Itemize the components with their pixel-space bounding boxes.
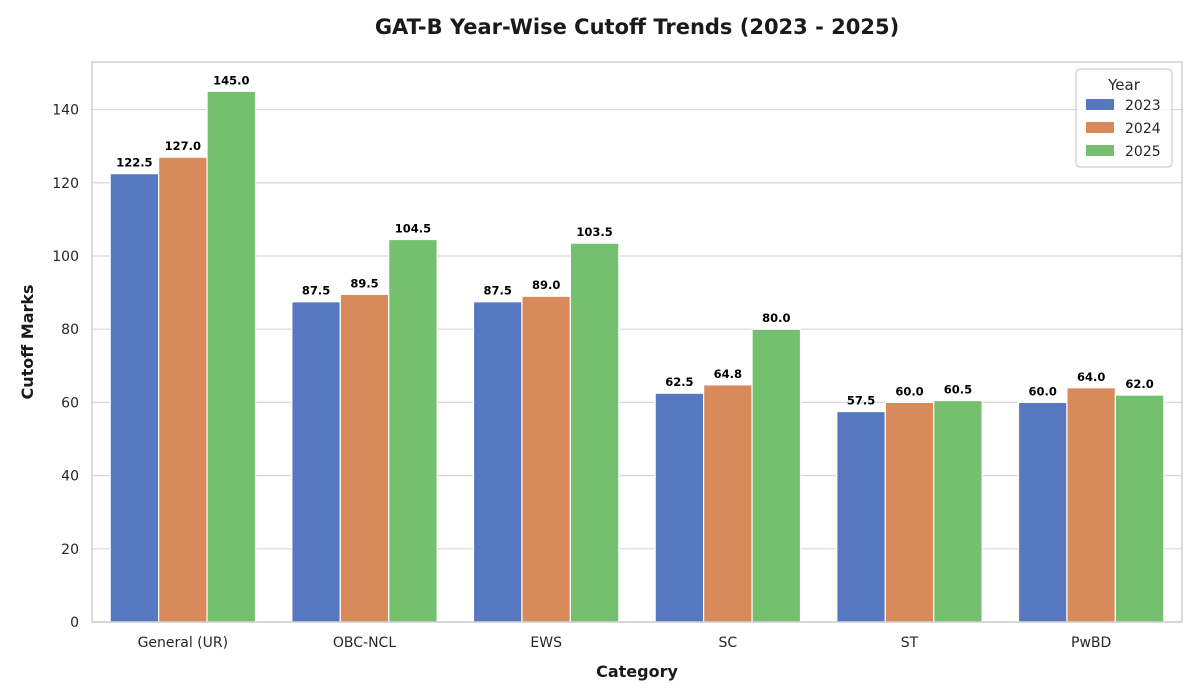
bar-2024 xyxy=(158,156,208,623)
bar-2025 xyxy=(1114,394,1165,623)
data-label: 87.5 xyxy=(302,284,330,298)
bar-2025 xyxy=(388,238,438,623)
bar-2023 xyxy=(1017,401,1068,623)
bar-2023 xyxy=(472,301,523,623)
legend-title: Year xyxy=(1107,76,1141,94)
x-tick-label: OBC-NCL xyxy=(333,635,396,651)
data-label: 104.5 xyxy=(395,222,431,236)
x-tick-label: SC xyxy=(718,635,737,651)
bar-2025 xyxy=(933,399,983,623)
data-label: 62.0 xyxy=(1125,377,1153,391)
data-label: 60.0 xyxy=(895,384,923,398)
bar-2024 xyxy=(521,295,571,623)
bar-2023 xyxy=(291,301,341,623)
y-tick-label: 60 xyxy=(61,395,79,411)
plot-area xyxy=(92,62,1182,622)
legend-swatch-2025 xyxy=(1086,145,1114,156)
y-tick-label: 120 xyxy=(52,176,79,192)
x-axis-title: Category xyxy=(596,662,678,681)
legend-swatch-2023 xyxy=(1086,99,1114,110)
bar-2024 xyxy=(1066,387,1116,623)
legend-swatch-2024 xyxy=(1086,122,1114,133)
bar-2025 xyxy=(206,90,257,623)
data-label: 64.8 xyxy=(714,367,742,381)
data-label: 57.5 xyxy=(847,394,875,408)
legend: Year 2023 2024 2025 xyxy=(1075,68,1173,168)
x-tick-label: ST xyxy=(901,635,919,651)
legend-label-2024: 2024 xyxy=(1125,121,1161,137)
y-tick-label: 100 xyxy=(52,249,79,265)
x-tick-label: EWS xyxy=(530,635,562,651)
data-label: 103.5 xyxy=(576,225,612,239)
axis-layer: 0 20 40 60 80 100 120 140 General (UR) OBC-NCL EWS… xyxy=(52,61,1183,651)
bar-2024 xyxy=(339,293,390,623)
legend-label-2023: 2023 xyxy=(1125,98,1161,114)
bar-2025 xyxy=(569,242,620,623)
data-label: 87.5 xyxy=(484,284,512,298)
plot-frame xyxy=(91,61,1183,623)
legend-box xyxy=(1075,68,1173,168)
data-label: 80.0 xyxy=(762,311,790,325)
bar-2023 xyxy=(109,173,160,623)
bar-2024 xyxy=(703,384,753,623)
data-label: 64.0 xyxy=(1077,370,1105,384)
y-tick-label: 20 xyxy=(61,542,79,558)
data-label: 89.0 xyxy=(532,278,560,292)
data-label: 127.0 xyxy=(165,139,201,153)
y-tick-label: 80 xyxy=(61,322,79,338)
y-tick-label: 40 xyxy=(61,469,79,485)
data-label: 60.0 xyxy=(1029,384,1057,398)
data-label: 89.5 xyxy=(350,276,378,290)
x-tick-label: PwBD xyxy=(1071,635,1111,651)
y-axis-title: Cutoff Marks xyxy=(18,284,37,399)
y-tick-label: 140 xyxy=(52,103,79,119)
bar-2023 xyxy=(836,410,886,623)
x-tick-label: General (UR) xyxy=(138,635,229,651)
data-label: 145.0 xyxy=(213,73,249,87)
y-tick-label: 0 xyxy=(70,615,79,631)
grid-layer xyxy=(92,62,1182,623)
data-label: 60.5 xyxy=(944,383,972,397)
legend-label-2025: 2025 xyxy=(1125,144,1161,160)
data-label: 122.5 xyxy=(116,156,152,170)
bar-2025 xyxy=(751,328,802,623)
data-labels-layer: 122.5 127.0 145.0 87.5 89.5 104.5 87.5 89.0 103.… xyxy=(116,73,1154,407)
bar-2024 xyxy=(884,401,935,623)
bar-2023 xyxy=(654,392,705,623)
data-label: 62.5 xyxy=(665,375,693,389)
bars-layer xyxy=(109,90,1165,623)
chart-title: GAT-B Year-Wise Cutoff Trends (2023 - 20… xyxy=(375,15,899,39)
